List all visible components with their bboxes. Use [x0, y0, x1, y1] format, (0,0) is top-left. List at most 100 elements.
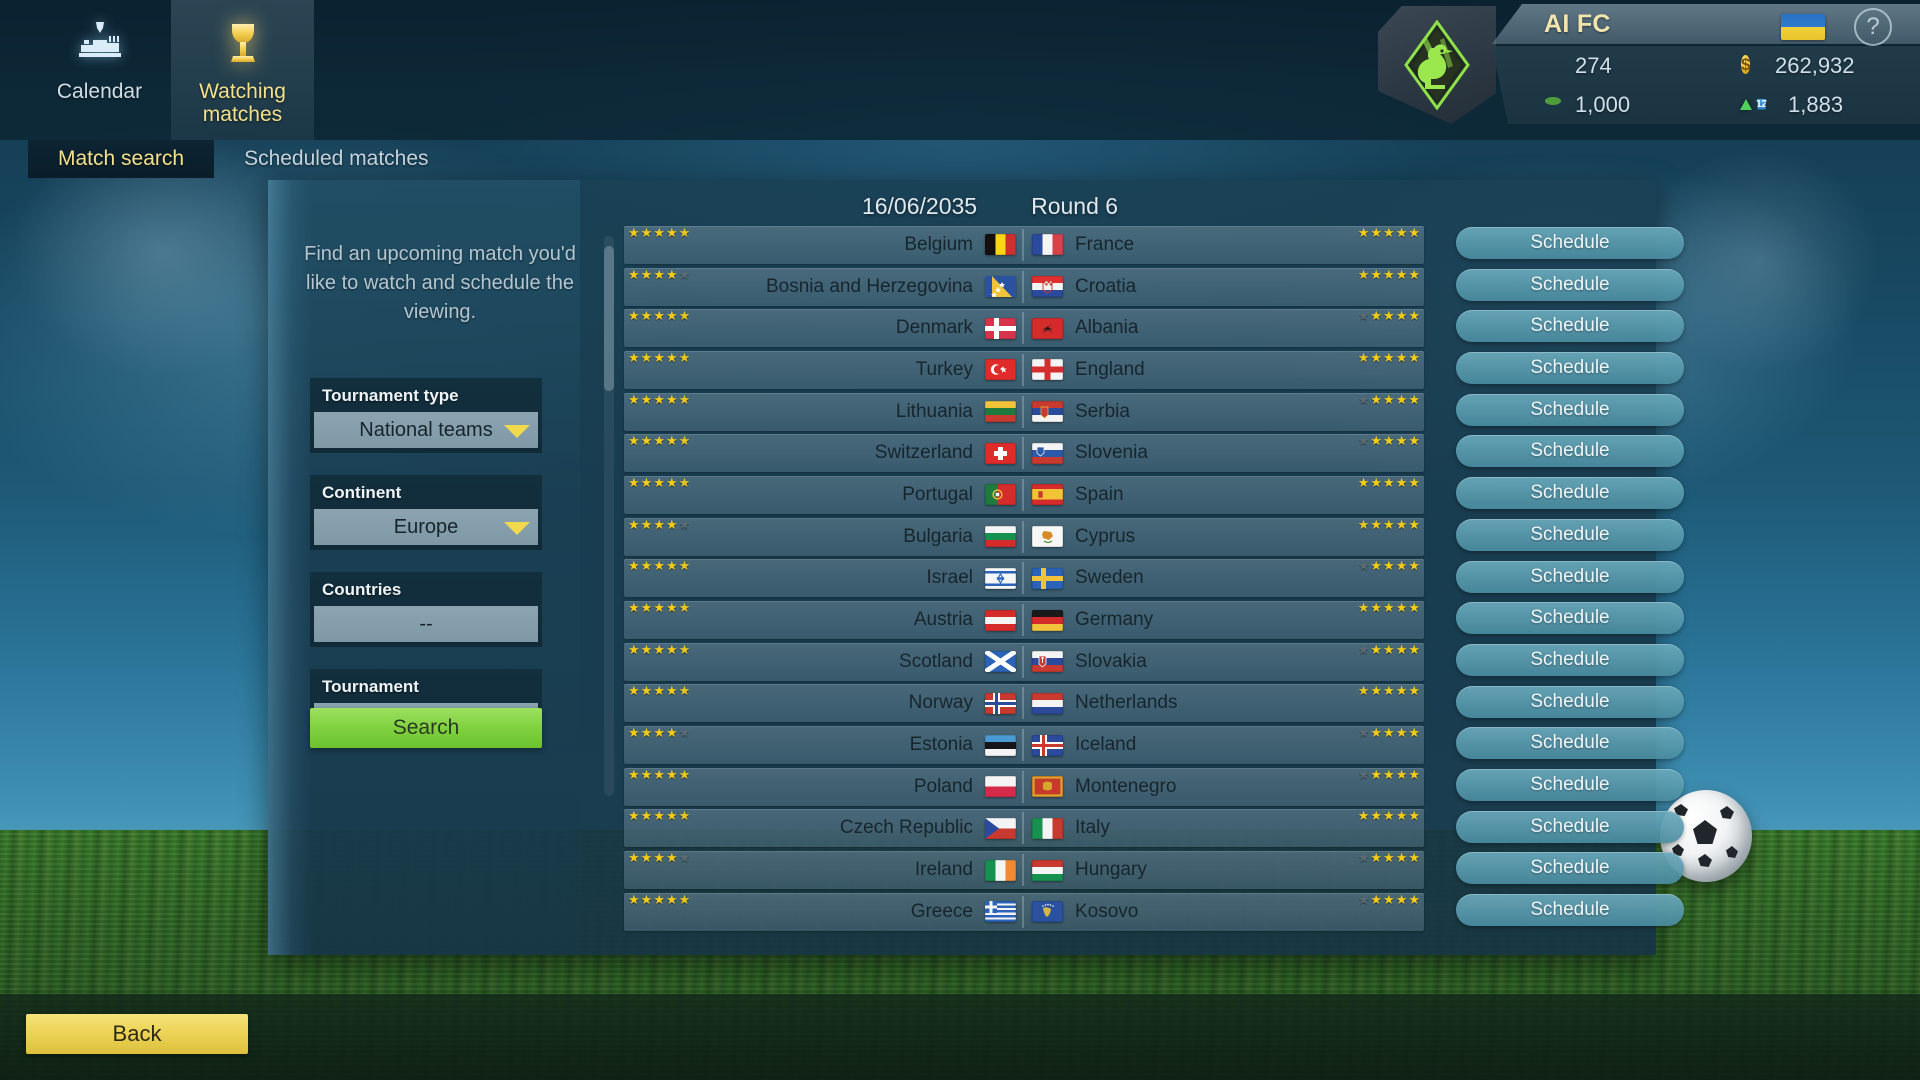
match-fixture[interactable]: ★ ★ ★ ★ ★ Belgium France ★ ★ ★ ★ ★: [624, 225, 1424, 264]
flag-icon-rs: [1032, 401, 1063, 423]
flag-icon-sk: [1032, 651, 1063, 673]
match-row[interactable]: ★ ★ ★ ★ ★ Bosnia and Herzegovina Croatia ★ ★ ★ ★ ★ S…: [624, 266, 1684, 308]
flag-icon-fr: [1032, 234, 1063, 256]
search-button[interactable]: Search: [310, 708, 542, 748]
match-row[interactable]: ★ ★ ★ ★ ★ Bulgaria Cyprus ★ ★ ★ ★ ★ Schedule: [624, 516, 1684, 558]
match-row[interactable]: ★ ★ ★ ★ ★ Poland Montenegro ★ ★ ★ ★ ★ Schedule: [624, 766, 1684, 808]
schedule-button[interactable]: Schedule: [1456, 602, 1684, 635]
schedule-button[interactable]: Schedule: [1456, 560, 1684, 593]
away-team-name: Kosovo: [1075, 900, 1139, 922]
nav-item-watching-matches[interactable]: Watching matches: [171, 0, 314, 140]
schedule-button[interactable]: Schedule: [1456, 393, 1684, 426]
match-fixture[interactable]: ★ ★ ★ ★ ★ Austria Germany ★ ★ ★ ★ ★: [624, 601, 1424, 640]
schedule-button[interactable]: Schedule: [1456, 727, 1684, 760]
home-team-name: Ireland: [914, 859, 973, 881]
schedule-button[interactable]: Schedule: [1456, 518, 1684, 551]
podium-icon: [71, 14, 129, 72]
match-fixture[interactable]: ★ ★ ★ ★ ★ Bulgaria Cyprus ★ ★ ★ ★ ★: [624, 516, 1424, 556]
schedule-button[interactable]: Schedule: [1456, 352, 1684, 385]
home-team-rating: ★ ★ ★ ★ ★: [628, 349, 691, 365]
match-fixture[interactable]: ★ ★ ★ ★ ★ Czech Republic Italy ★ ★ ★ ★ ★: [624, 808, 1424, 848]
away-team-name: France: [1075, 233, 1135, 255]
tabbar: Match search Scheduled matches: [28, 140, 459, 178]
match-row[interactable]: ★ ★ ★ ★ ★ Estonia Iceland ★ ★ ★ ★ ★ Schedule: [624, 724, 1684, 766]
schedule-button[interactable]: Schedule: [1456, 268, 1684, 301]
match-fixture[interactable]: ★ ★ ★ ★ ★ Greece Kosovo ★ ★ ★ ★ ★: [624, 892, 1424, 931]
schedule-button[interactable]: Schedule: [1456, 310, 1684, 343]
match-row[interactable]: ★ ★ ★ ★ ★ Belgium France ★ ★ ★ ★ ★ Schedule: [624, 224, 1684, 266]
schedule-button[interactable]: Schedule: [1456, 435, 1684, 468]
club-crest[interactable]: [1378, 6, 1496, 124]
home-team-name: Estonia: [909, 734, 973, 756]
match-fixture[interactable]: ★ ★ ★ ★ ★ Bosnia and Herzegovina Croatia ★ ★ ★ ★ ★: [624, 267, 1424, 306]
match-fixture[interactable]: ★ ★ ★ ★ ★ Israel Sweden ★ ★ ★ ★ ★: [624, 559, 1424, 598]
shirt-icon: 12: [1756, 98, 1768, 110]
home-team-rating: ★ ★ ★ ★ ★: [628, 516, 691, 532]
schedule-button[interactable]: Schedule: [1456, 894, 1684, 926]
home-team-rating: ★ ★ ★ ★ ★: [628, 850, 691, 866]
panel-hint: Find an upcoming match you'd like to wat…: [304, 243, 576, 323]
back-button[interactable]: Back: [26, 1014, 248, 1054]
trophy-icon: [214, 14, 272, 72]
stat-stadium-value: 1,000: [1575, 91, 1631, 117]
schedule-button[interactable]: Schedule: [1456, 227, 1684, 259]
away-side: France ★ ★ ★ ★ ★: [1024, 226, 1424, 264]
match-fixture[interactable]: ★ ★ ★ ★ ★ Lithuania Serbia ★ ★ ★ ★ ★: [624, 392, 1424, 431]
match-fixture[interactable]: ★ ★ ★ ★ ★ Ireland Hungary ★ ★ ★ ★ ★: [624, 850, 1424, 890]
home-team-rating: ★ ★ ★ ★ ★: [628, 808, 691, 824]
tab-scheduled-matches[interactable]: Scheduled matches: [244, 147, 429, 170]
flag-icon-ch: [985, 442, 1016, 464]
match-row[interactable]: ★ ★ ★ ★ ★ Czech Republic Italy ★ ★ ★ ★ ★ Schedule: [624, 808, 1684, 850]
tab-match-search[interactable]: Match search: [28, 140, 215, 178]
home-side: ★ ★ ★ ★ ★ Lithuania: [624, 393, 1024, 431]
match-row[interactable]: ★ ★ ★ ★ ★ Turkey England ★ ★ ★ ★ ★ Schedule: [624, 349, 1684, 391]
filter-tournament-type-value: National teams: [359, 418, 493, 441]
match-row[interactable]: ★ ★ ★ ★ ★ Denmark Albania ★ ★ ★ ★ ★ Schedule: [624, 307, 1684, 349]
schedule-button[interactable]: Schedule: [1456, 643, 1684, 676]
match-row[interactable]: ★ ★ ★ ★ ★ Austria Germany ★ ★ ★ ★ ★ Schedule: [624, 599, 1684, 641]
away-team-name: Netherlands: [1075, 692, 1178, 714]
match-row[interactable]: ★ ★ ★ ★ ★ Portugal Spain ★ ★ ★ ★ ★ Schedule: [624, 474, 1684, 516]
home-side: ★ ★ ★ ★ ★ Portugal: [624, 476, 1024, 514]
match-row[interactable]: ★ ★ ★ ★ ★ Israel Sweden ★ ★ ★ ★ ★ Schedule: [624, 558, 1684, 600]
match-row[interactable]: ★ ★ ★ ★ ★ Scotland Slovakia ★ ★ ★ ★ ★ Schedule: [624, 641, 1684, 683]
schedule-button[interactable]: Schedule: [1456, 685, 1684, 718]
match-row[interactable]: ★ ★ ★ ★ ★ Norway Netherlands ★ ★ ★ ★ ★ Schedule: [624, 683, 1684, 725]
home-side: ★ ★ ★ ★ ★ Greece: [624, 893, 1024, 931]
schedule-button[interactable]: Schedule: [1456, 477, 1684, 510]
list-scrollbar-track[interactable]: [604, 236, 614, 796]
nav-item-calendar[interactable]: Calendar: [28, 0, 171, 140]
filter-countries-label: Countries: [322, 580, 402, 599]
home-side: ★ ★ ★ ★ ★ Norway: [624, 684, 1024, 722]
match-fixture[interactable]: ★ ★ ★ ★ ★ Norway Netherlands ★ ★ ★ ★ ★: [624, 684, 1424, 723]
match-fixture[interactable]: ★ ★ ★ ★ ★ Denmark Albania ★ ★ ★ ★ ★: [624, 309, 1424, 348]
flag-icon-pl: [985, 776, 1016, 798]
away-team-rating: ★ ★ ★ ★ ★: [1357, 766, 1420, 782]
away-side: Serbia ★ ★ ★ ★ ★: [1024, 393, 1424, 431]
filter-tournament-type-select[interactable]: National teams: [314, 412, 538, 448]
schedule-button[interactable]: Schedule: [1456, 768, 1684, 801]
nav-items: Calendar: [28, 0, 314, 140]
home-team-name: Norway: [908, 692, 973, 714]
match-fixture[interactable]: ★ ★ ★ ★ ★ Portugal Spain ★ ★ ★ ★ ★: [624, 475, 1424, 514]
match-row[interactable]: ★ ★ ★ ★ ★ Greece Kosovo ★ ★ ★ ★ ★ Schedule: [624, 891, 1684, 933]
help-button[interactable]: ?: [1854, 8, 1892, 46]
match-fixture[interactable]: ★ ★ ★ ★ ★ Poland Montenegro ★ ★ ★ ★ ★: [624, 766, 1424, 806]
match-row[interactable]: ★ ★ ★ ★ ★ Ireland Hungary ★ ★ ★ ★ ★ Schedule: [624, 849, 1684, 891]
match-search-dialog: Find an upcoming match you'd like to wat…: [268, 180, 1684, 955]
match-row[interactable]: ★ ★ ★ ★ ★ Switzerland Slovenia ★ ★ ★ ★ ★ Schedule: [624, 432, 1684, 474]
match-fixture[interactable]: ★ ★ ★ ★ ★ Turkey England ★ ★ ★ ★ ★: [624, 349, 1424, 389]
filter-continent-select[interactable]: Europe: [314, 509, 538, 545]
match-fixture[interactable]: ★ ★ ★ ★ ★ Scotland Slovakia ★ ★ ★ ★ ★: [624, 642, 1424, 681]
away-team-name: Spain: [1075, 483, 1124, 505]
list-scrollbar-thumb[interactable]: [604, 246, 614, 391]
schedule-button[interactable]: Schedule: [1456, 810, 1684, 843]
schedule-button[interactable]: Schedule: [1456, 852, 1684, 885]
match-row[interactable]: ★ ★ ★ ★ ★ Lithuania Serbia ★ ★ ★ ★ ★ Schedule: [624, 391, 1684, 433]
match-fixture[interactable]: ★ ★ ★ ★ ★ Switzerland Slovenia ★ ★ ★ ★ ★: [624, 434, 1424, 473]
filter-countries-select[interactable]: --: [314, 606, 538, 642]
match-fixture[interactable]: ★ ★ ★ ★ ★ Estonia Iceland ★ ★ ★ ★ ★: [624, 726, 1424, 765]
nav-item-calendar-label: Calendar: [56, 80, 143, 103]
list-round: Round 6: [1031, 192, 1119, 219]
home-team-name: Bosnia and Herzegovina: [765, 275, 973, 297]
